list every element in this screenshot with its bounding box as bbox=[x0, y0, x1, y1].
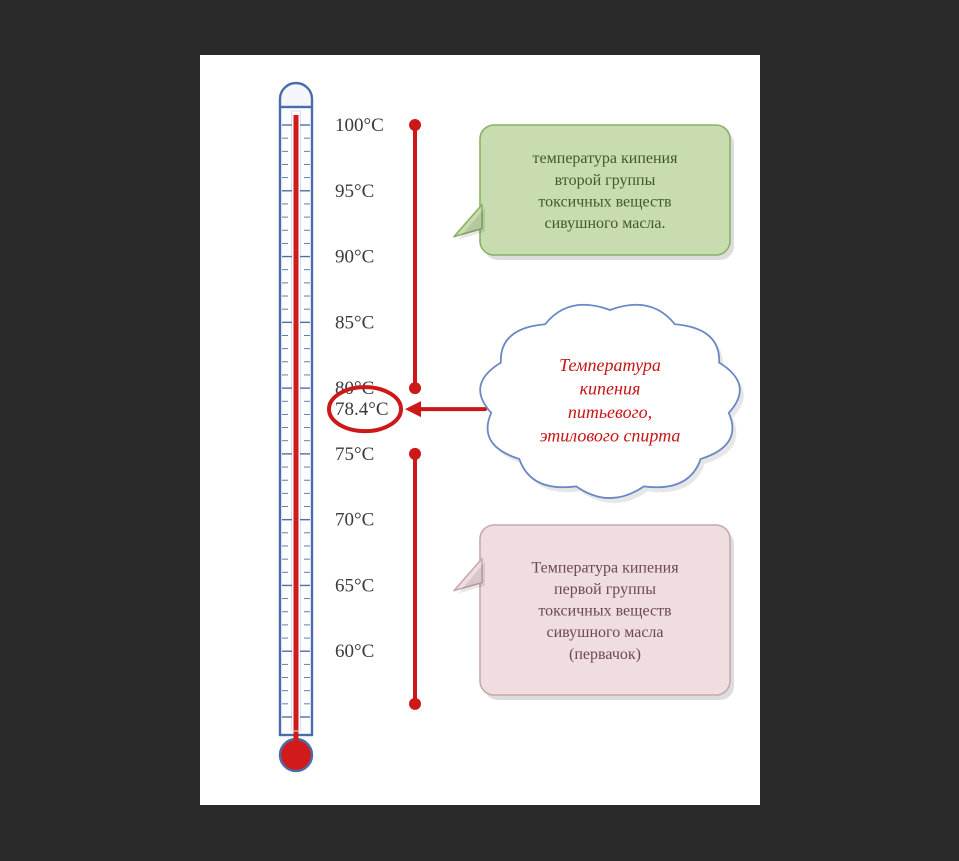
callout-text: питьевого, bbox=[568, 402, 652, 422]
callout-text: Температура bbox=[559, 355, 661, 375]
temp-label-65: 65°C bbox=[335, 575, 374, 596]
range-bracket bbox=[409, 448, 421, 710]
temp-label-95: 95°C bbox=[335, 181, 374, 202]
callout-box: Температура кипения первой группы токсичны… bbox=[454, 525, 734, 700]
callout-text: сивушного масла. bbox=[544, 215, 665, 232]
temp-label-60: 60°C bbox=[335, 641, 374, 662]
callout-text: второй группы bbox=[555, 172, 656, 189]
temp-label-85: 85°C bbox=[335, 312, 374, 333]
range-bracket bbox=[409, 119, 421, 394]
callout-text: кипения bbox=[580, 379, 641, 399]
callout-text: токсичных веществ bbox=[538, 603, 672, 620]
callout-text: (первачок) bbox=[569, 646, 641, 663]
temp-label-75: 75°C bbox=[335, 444, 374, 465]
callout-cloud: Температура кипения питьевого, этилового сп… bbox=[480, 305, 744, 503]
callout-text: сивушного масла bbox=[546, 624, 663, 641]
infographic-canvas: 100°C95°C90°C85°C80°C78.4°C75°C70°C65°C6… bbox=[200, 55, 760, 805]
temp-label-70: 70°C bbox=[335, 510, 374, 531]
temp-label-90: 90°C bbox=[335, 247, 374, 268]
callout-text: Температура кипения bbox=[531, 559, 679, 576]
thermometer-diagram: 100°C95°C90°C85°C80°C78.4°C75°C70°C65°C6… bbox=[200, 55, 760, 805]
temp-label-100: 100°C bbox=[335, 115, 384, 136]
callout-text: температура кипения bbox=[533, 150, 679, 167]
callout-text: токсичных веществ bbox=[538, 193, 672, 210]
callout-text: этилового спирта bbox=[540, 425, 681, 445]
callout-box: температура кипения второй группы токсичны… bbox=[454, 125, 734, 260]
callout-text: первой группы bbox=[554, 581, 656, 598]
temp-label-78-4: 78.4°C bbox=[335, 399, 389, 420]
